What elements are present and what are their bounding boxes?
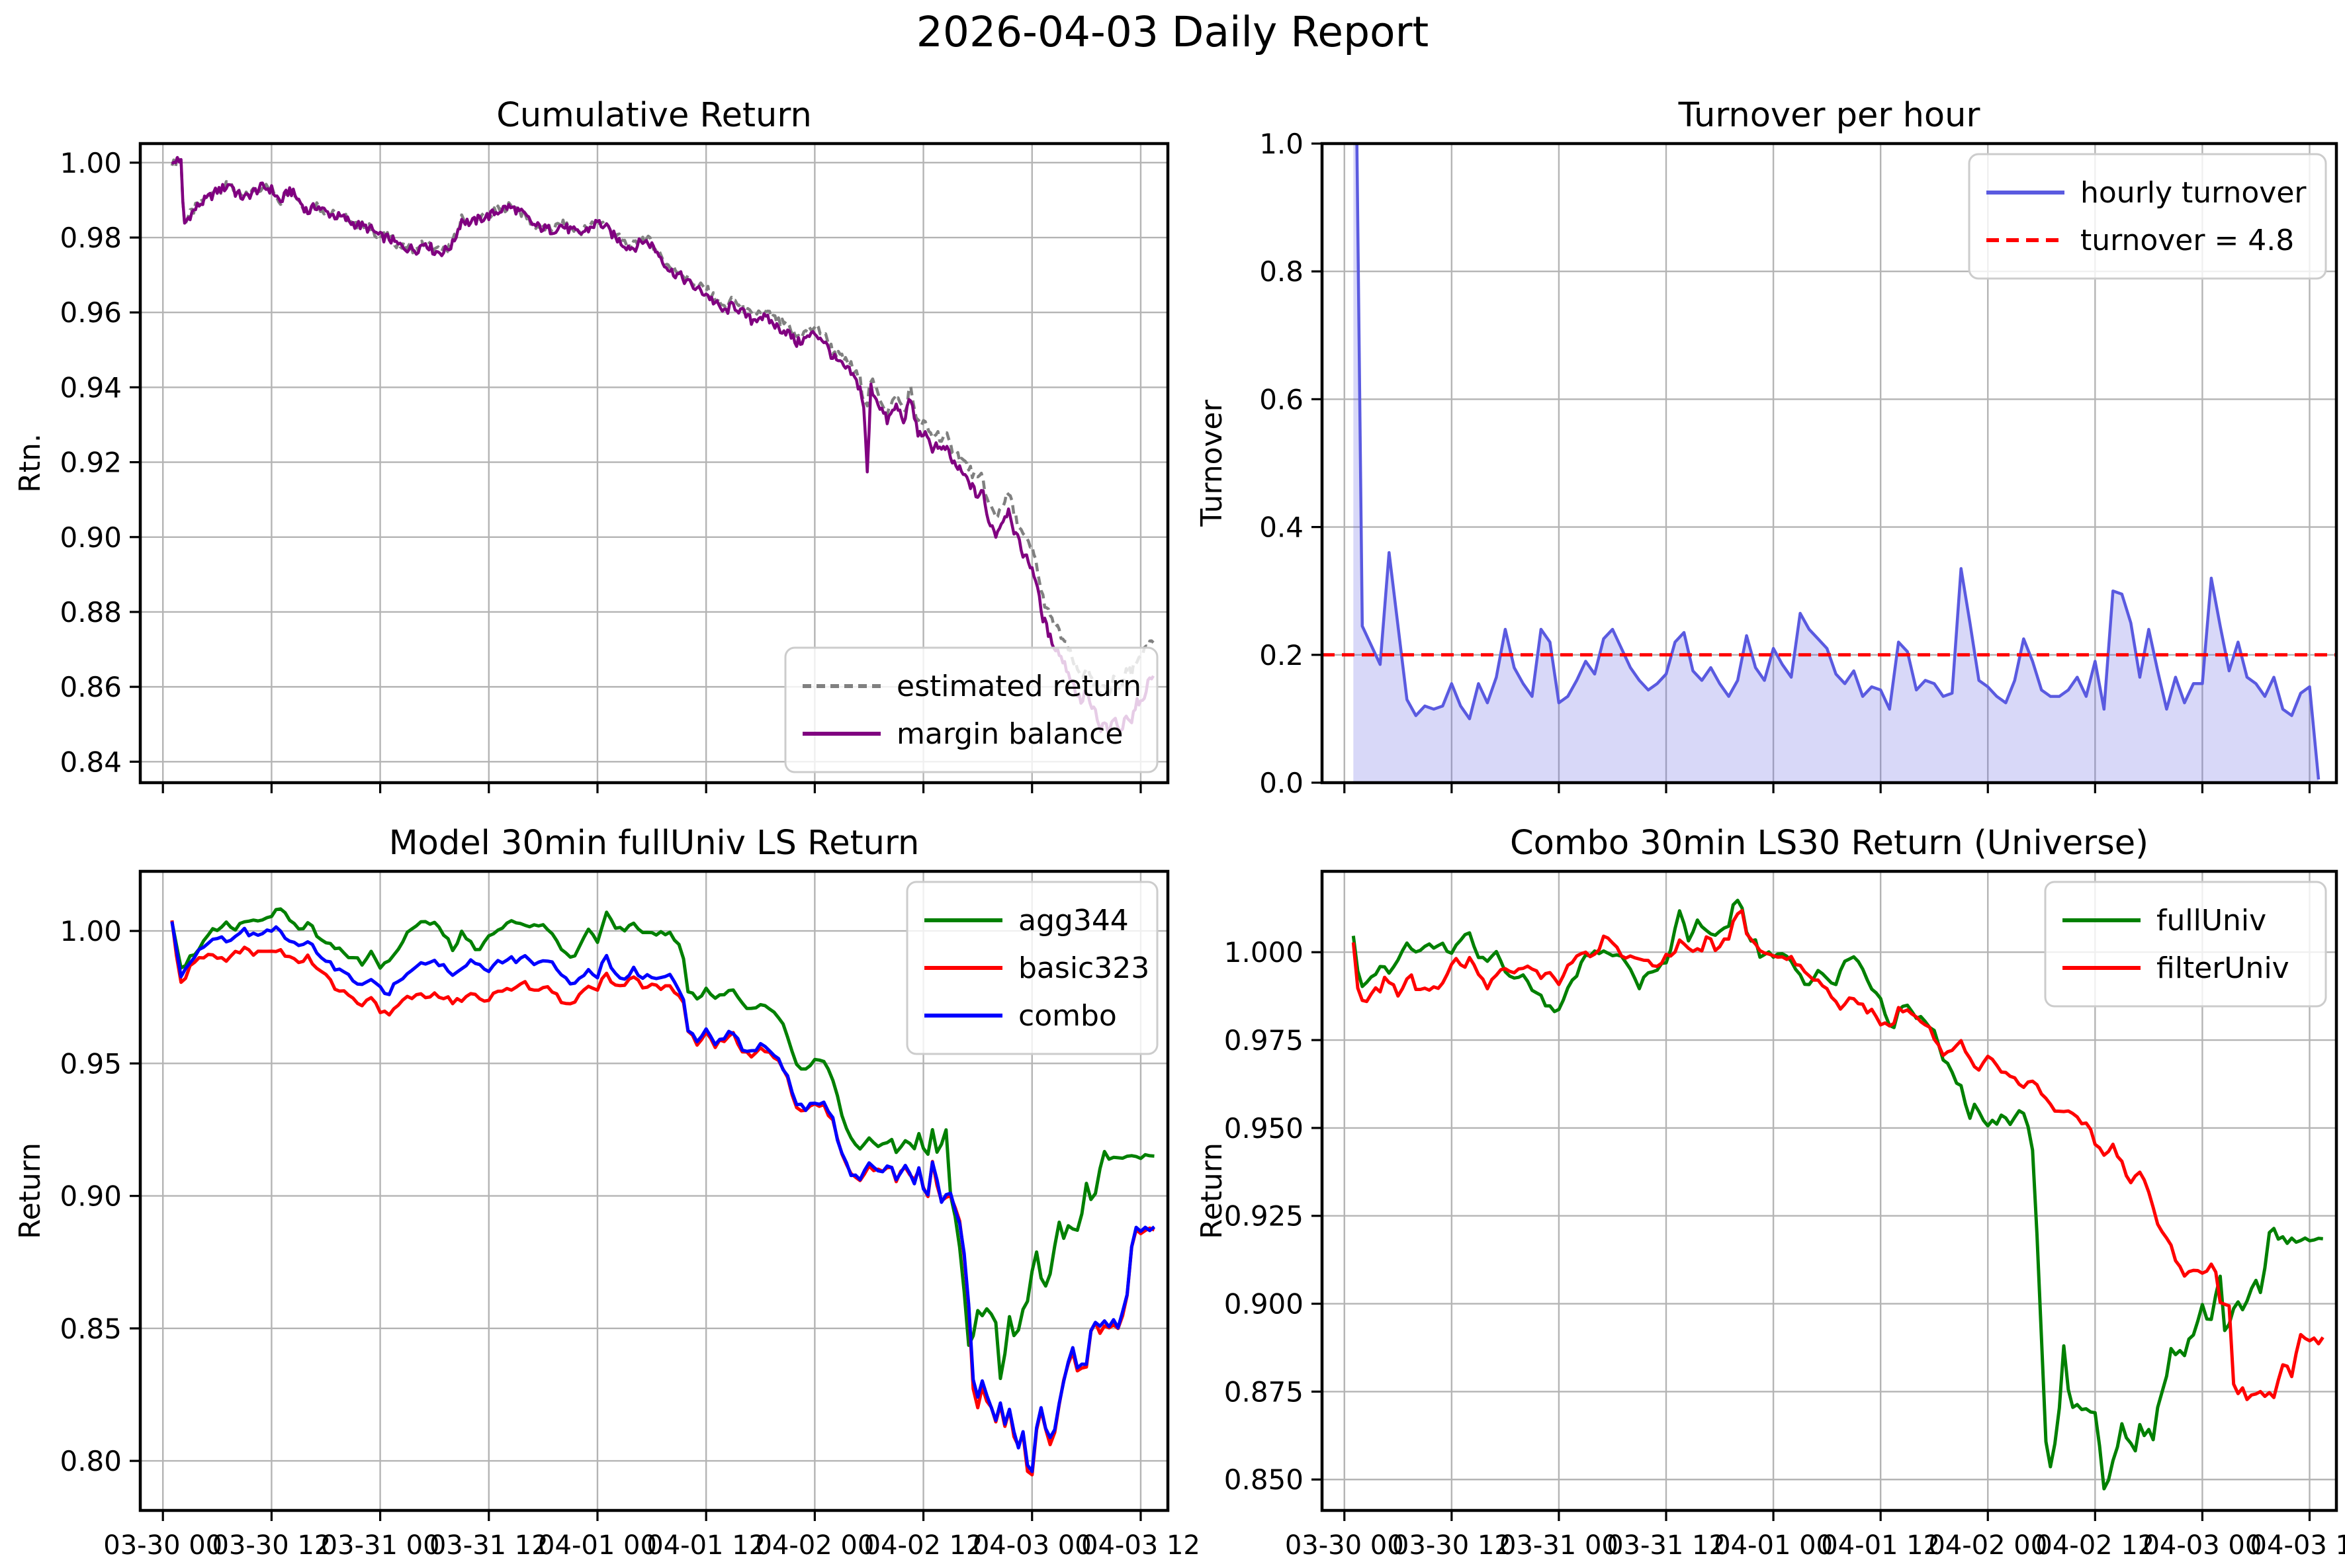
y-tick-label: 0.6 [1259, 383, 1304, 415]
axes-border [1320, 869, 2338, 1512]
y-tick-label: 0.92 [60, 447, 122, 479]
legend-label: fullUniv [2156, 904, 2266, 937]
x-tick-label: 04-01 12 [1821, 1530, 1940, 1561]
series-combo [170, 921, 1156, 1473]
y-tick-label: 1.00 [60, 915, 122, 947]
y-axis-label: Return [13, 1143, 47, 1239]
y-tick-label: 0.900 [1224, 1288, 1304, 1321]
series-margin balance [171, 155, 1155, 735]
x-tick-label: 03-31 00 [321, 1530, 440, 1561]
gridlines [1322, 871, 2336, 1510]
y-tick-label: 0.98 [60, 222, 122, 254]
x-tick-label: 04-02 00 [1928, 1530, 2047, 1561]
x-tick-label: 04-03 12 [2250, 1530, 2345, 1561]
y-tick-label: 0.88 [60, 596, 122, 629]
legend-label: basic323 [1018, 951, 1149, 985]
legend-label: filterUniv [2156, 951, 2289, 985]
chart-turnover-per-hour: 0.0 0.2 0.4 0.6 0.8 1.0 Turnover per hour Turno… [1195, 96, 2338, 799]
legend-label: hourly turnover [2080, 176, 2307, 210]
series-estimated return [170, 153, 1155, 698]
x-tick-label: 03-30 12 [212, 1530, 331, 1561]
x-tick-label: 03-31 00 [1499, 1530, 1618, 1561]
chart-title: Combo 30min LS30 Return (Universe) [1510, 824, 2148, 863]
y-tick-label: 0.0 [1259, 767, 1304, 799]
legend-label: agg344 [1018, 904, 1129, 937]
x-tick-label: 04-03 00 [973, 1530, 1092, 1561]
x-tick-label: 04-01 00 [1714, 1530, 1833, 1561]
legend: hourly turnover turnover = 4.8 [1968, 153, 2327, 280]
y-tick-label: 0.90 [60, 1180, 122, 1213]
y-tick-label: 1.00 [60, 147, 122, 179]
y-tick-label: 0.950 [1224, 1112, 1304, 1145]
legend-label: combo [1018, 999, 1117, 1033]
legend: estimated return margin balance [784, 646, 1159, 773]
y-tick-label: 0.86 [60, 671, 122, 703]
x-tick-label: 04-02 12 [2035, 1530, 2154, 1561]
y-tick-label: 0.8 [1259, 255, 1304, 288]
y-tick-label: 0.95 [60, 1047, 122, 1080]
series-hourly turnover [1355, 144, 2321, 780]
report-title: 2026-04-03 Daily Report [916, 8, 1429, 56]
legend: agg344 basic323 combo [906, 881, 1159, 1055]
series-filterUniv [1351, 908, 2324, 1401]
x-tick-label: 03-30 00 [1285, 1530, 1404, 1561]
y-tick-label: 0.90 [60, 521, 122, 554]
legend: fullUniv filterUniv [2044, 881, 2327, 1008]
y-axis-label: Rtn. [13, 433, 47, 493]
y-tick-label: 0.875 [1224, 1375, 1304, 1408]
axes-border [1320, 142, 2338, 785]
series-agg344 [170, 907, 1155, 1380]
y-tick-label: 0.84 [60, 746, 122, 778]
y-tick-label: 0.94 [60, 371, 122, 404]
chart-title: Cumulative Return [496, 96, 812, 135]
y-tick-label: 1.0 [1259, 128, 1304, 160]
y-tick-label: 0.925 [1224, 1200, 1304, 1233]
x-tick-label: 04-03 12 [1081, 1530, 1200, 1561]
x-tick-label: 04-02 12 [864, 1530, 983, 1561]
legend-label: margin balance [897, 717, 1123, 751]
series-fullUniv [1351, 898, 2323, 1491]
y-tick-label: 0.96 [60, 296, 122, 329]
axis-ticks: 0.84 0.86 0.88 0.90 0.92 0.94 0.96 0.98 1.00 [60, 147, 1142, 793]
y-tick-label: 0.2 [1259, 639, 1304, 672]
legend-label: estimated return [897, 670, 1141, 703]
y-axis-label: Turnover [1195, 399, 1229, 527]
y-tick-label: 0.4 [1259, 511, 1304, 544]
chart-title: Turnover per hour [1678, 96, 1980, 135]
x-tick-label: 03-30 00 [103, 1530, 222, 1561]
x-tick-label: 03-31 12 [1607, 1530, 1726, 1561]
y-tick-label: 0.975 [1224, 1024, 1304, 1057]
chart-cumulative-return: 0.84 0.86 0.88 0.90 0.92 0.94 0.96 0.98 1.00 Cumu… [13, 96, 1170, 793]
x-tick-label: 04-01 00 [538, 1530, 657, 1561]
x-tick-label: 03-30 12 [1392, 1530, 1511, 1561]
y-axis-label: Return [1195, 1143, 1229, 1239]
x-tick-label: 04-01 12 [646, 1530, 766, 1561]
x-tick-label: 04-02 00 [755, 1530, 874, 1561]
y-tick-label: 0.80 [60, 1445, 122, 1477]
y-tick-label: 0.85 [60, 1313, 122, 1345]
y-tick-label: 1.000 [1224, 936, 1304, 969]
series-fill-hourly turnover [1353, 144, 2319, 783]
y-tick-label: 0.850 [1224, 1463, 1304, 1496]
axes-border [138, 869, 1170, 1512]
x-tick-label: 03-31 12 [429, 1530, 549, 1561]
x-tick-label: 04-03 00 [2143, 1530, 2262, 1561]
axis-ticks: 0.0 0.2 0.4 0.6 0.8 1.0 [1259, 128, 2311, 799]
legend-label: turnover = 4.8 [2080, 224, 2294, 257]
chart-title: Model 30min fullUniv LS Return [389, 824, 920, 863]
